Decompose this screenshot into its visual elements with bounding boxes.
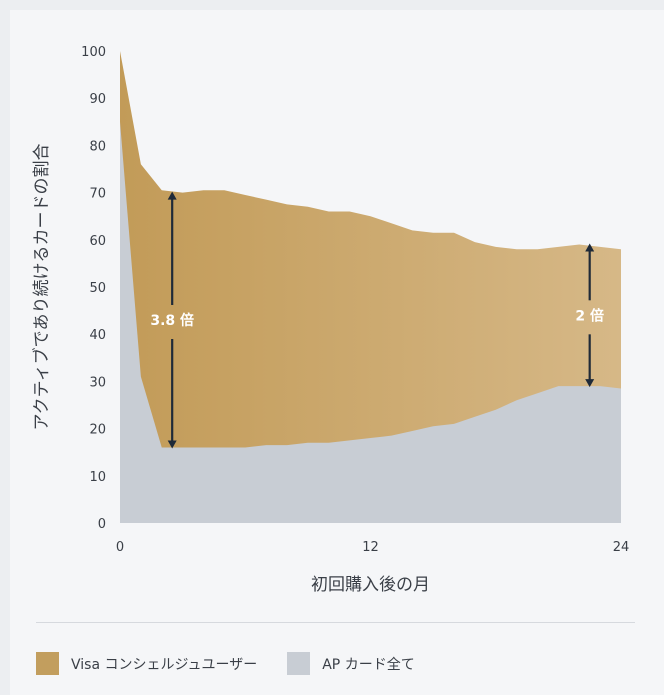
area-chart: 3.8 倍 2 倍 0 10 20 30 40 50 60 70 80 90 100 0 12 24 初回…	[31, 45, 629, 595]
y-tick-labels: 0 10 20 30 40 50 60 70 80 90 100	[81, 45, 106, 532]
legend-swatch-ap	[287, 652, 311, 675]
annotation-label: 3.8 倍	[150, 312, 194, 329]
annotation-arrowhead	[167, 191, 177, 200]
y-tick-label: 70	[89, 187, 106, 202]
legend-label-ap: AP カード全て	[322, 656, 415, 673]
annotation-1: 3.8 倍	[150, 191, 194, 449]
annotation-arrowhead	[585, 379, 595, 388]
y-tick-label: 30	[89, 375, 106, 390]
x-tick-label: 12	[362, 540, 379, 555]
y-tick-label: 0	[98, 517, 106, 532]
area-layer	[120, 51, 621, 524]
legend: Visa コンシェルジュユーザー AP カード全て	[36, 652, 445, 675]
area-all-ap-cards	[120, 121, 621, 524]
x-tick-label: 0	[116, 540, 124, 555]
annotation-label: 2 倍	[575, 307, 604, 324]
x-axis-title: 初回購入後の月	[311, 575, 430, 595]
x-tick-label: 24	[613, 540, 630, 555]
y-tick-label: 40	[89, 328, 106, 343]
legend-label-visa: Visa コンシェルジュユーザー	[71, 656, 258, 673]
divider	[36, 622, 635, 623]
annotation-layer: 3.8 倍 2 倍	[150, 191, 604, 449]
y-axis-title: アクティブであり続けるカードの割合	[31, 144, 52, 431]
y-tick-label: 100	[81, 45, 106, 60]
y-tick-label: 10	[89, 470, 106, 485]
annotation-arrowhead	[585, 243, 595, 252]
y-tick-label: 90	[89, 92, 106, 107]
annotation-2: 2 倍	[575, 243, 604, 388]
y-tick-label: 80	[89, 139, 106, 154]
annotation-arrowhead	[167, 440, 177, 449]
legend-item-visa: Visa コンシェルジュユーザー	[36, 652, 257, 675]
x-tick-labels: 0 12 24	[116, 540, 629, 555]
y-tick-label: 60	[89, 234, 106, 249]
legend-swatch-visa	[36, 652, 59, 675]
y-tick-label: 50	[89, 281, 106, 296]
chart-card: 3.8 倍 2 倍 0 10 20 30 40 50 60 70 80 90 100 0 12 24 初回…	[10, 10, 664, 695]
y-tick-label: 20	[89, 423, 106, 438]
area-visa-concierge	[120, 51, 621, 523]
legend-item-ap: AP カード全て	[287, 652, 415, 675]
